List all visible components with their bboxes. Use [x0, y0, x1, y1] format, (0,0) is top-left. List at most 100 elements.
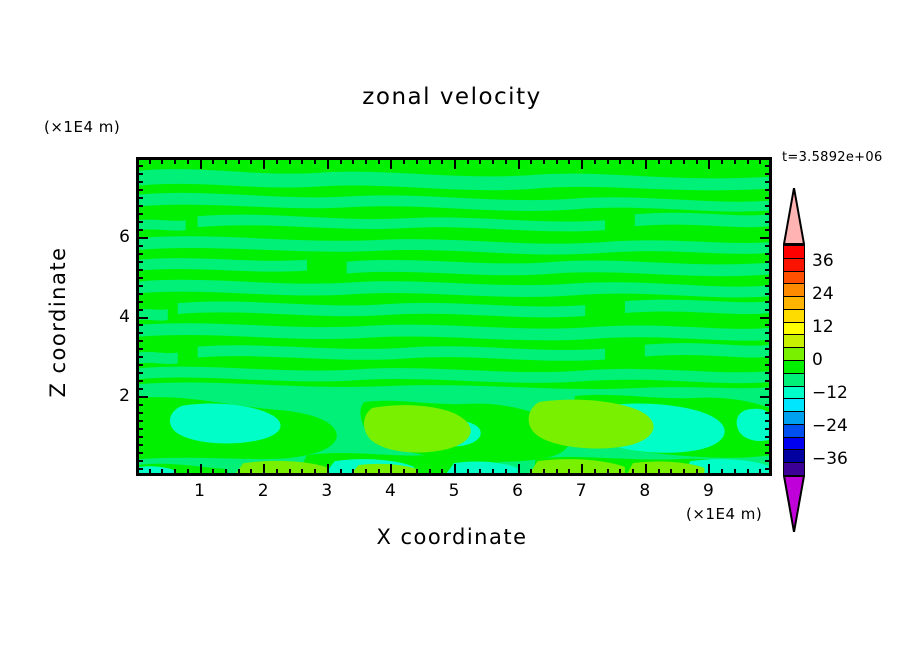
colorbar-band [783, 347, 805, 361]
x-tick-label: 8 [639, 481, 651, 501]
x-tick-bottom [607, 469, 609, 475]
x-tick-label: 9 [702, 481, 714, 501]
x-tick-top [390, 158, 392, 169]
y-tick-left [137, 396, 148, 398]
x-tick-top [530, 158, 532, 164]
x-tick-bottom [505, 469, 507, 475]
y-tick-label: 4 [119, 306, 130, 327]
y-tick-left [137, 452, 143, 454]
x-tick-bottom [416, 469, 418, 475]
x-axis-label: X coordinate [376, 525, 528, 549]
y-tick-right [760, 396, 771, 398]
x-tick-label: 1 [194, 481, 206, 501]
y-tick-left [137, 309, 143, 311]
y-tick-right [765, 436, 771, 438]
y-tick-left [137, 205, 143, 207]
y-tick-left [137, 324, 143, 326]
x-tick-top [670, 158, 672, 164]
x-tick-bottom [721, 469, 723, 475]
y-tick-left [137, 348, 143, 350]
y-tick-right [765, 420, 771, 422]
x-tick-top [429, 158, 431, 164]
y-tick-right [765, 380, 771, 382]
y-tick-left [137, 221, 143, 223]
x-tick-bottom [581, 464, 583, 475]
y-tick-right [765, 428, 771, 430]
x-tick-top [314, 158, 316, 164]
colorbar-band [783, 360, 805, 374]
y-tick-left [137, 285, 143, 287]
chart-title: zonal velocity [362, 84, 542, 110]
y-tick-left [137, 468, 143, 470]
y-tick-right [765, 205, 771, 207]
x-tick-top [161, 158, 163, 164]
y-tick-right [765, 197, 771, 199]
colorbar-band [783, 385, 805, 400]
colorbar-band [783, 411, 805, 425]
y-tick-left [137, 364, 143, 366]
x-tick-bottom [467, 469, 469, 475]
x-tick-bottom [276, 469, 278, 475]
y-tick-left [137, 301, 143, 303]
x-tick-top [149, 158, 151, 164]
colorbar-band [783, 423, 805, 438]
x-tick-label: 3 [321, 481, 333, 501]
y-tick-left [137, 237, 148, 239]
x-tick-top [263, 158, 265, 169]
x-tick-top [212, 158, 214, 164]
colorbar-band [783, 372, 805, 387]
y-tick-right [765, 229, 771, 231]
x-tick-top [340, 158, 342, 164]
x-tick-top [327, 158, 329, 169]
y-tick-right [765, 277, 771, 279]
x-tick-bottom [365, 469, 367, 475]
x-tick-bottom [250, 469, 252, 475]
x-tick-bottom [225, 469, 227, 475]
x-tick-top [301, 158, 303, 164]
y-tick-left [137, 173, 143, 175]
x-tick-bottom [187, 469, 189, 475]
x-tick-bottom [378, 469, 380, 475]
y-tick-right [760, 237, 771, 239]
y-tick-right [765, 173, 771, 175]
y-tick-right [765, 404, 771, 406]
x-tick-top [581, 158, 583, 169]
y-tick-left [137, 165, 143, 167]
colorbar-band [783, 270, 805, 285]
y-tick-left [137, 189, 143, 191]
plot-area [136, 157, 772, 476]
x-tick-top [645, 158, 647, 169]
y-tick-left [137, 340, 143, 342]
x-tick-top [658, 158, 660, 164]
y-tick-left [137, 213, 143, 215]
contour-field [138, 159, 770, 474]
y-tick-left [137, 380, 143, 382]
y-tick-left [137, 317, 148, 319]
x-tick-top [556, 158, 558, 164]
x-tick-top [543, 158, 545, 164]
y-tick-right [765, 356, 771, 358]
x-tick-bottom [289, 469, 291, 475]
x-tick-bottom [327, 464, 329, 475]
x-tick-bottom [518, 464, 520, 475]
y-tick-left [137, 388, 143, 390]
x-tick-top [505, 158, 507, 164]
y-tick-left [137, 229, 143, 231]
y-tick-label: 2 [119, 386, 130, 407]
x-tick-top [759, 158, 761, 164]
y-tick-right [765, 165, 771, 167]
y-axis-tick-labels: 2 4 6 [96, 157, 130, 476]
x-tick-bottom [734, 469, 736, 475]
x-tick-top [187, 158, 189, 164]
y-tick-right [765, 221, 771, 223]
x-tick-label: 5 [448, 481, 460, 501]
colorbar-band [783, 257, 805, 272]
y-tick-left [137, 356, 143, 358]
y-tick-right [765, 189, 771, 191]
x-tick-top [708, 158, 710, 169]
x-tick-top [250, 158, 252, 164]
colorbar-over-arrow [783, 188, 805, 245]
x-tick-bottom [263, 464, 265, 475]
y-tick-left [137, 420, 143, 422]
